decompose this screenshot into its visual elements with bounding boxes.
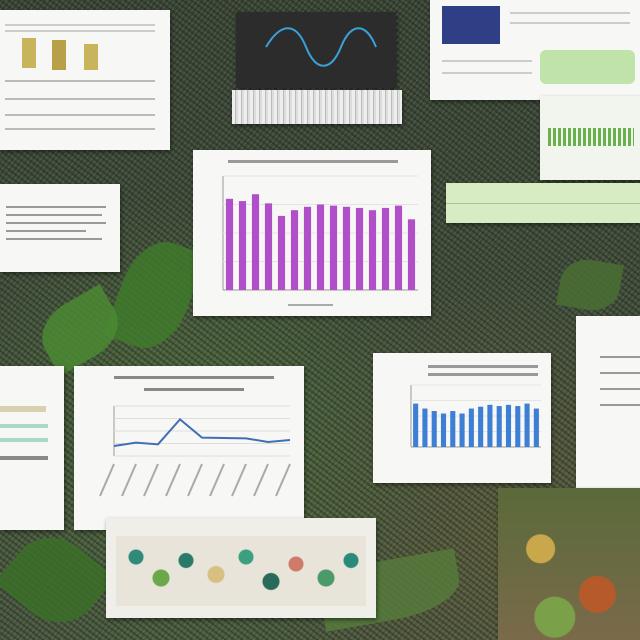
text-document-left [0,184,120,272]
tick-label [231,463,247,497]
tick-label [253,463,269,497]
purple-bar-chart [222,175,418,291]
bar [440,413,447,447]
tick-label [121,463,137,497]
text-line [510,22,630,24]
bar [225,198,234,290]
bar [342,206,351,290]
text-line [6,222,106,224]
bar [394,205,403,290]
text-line [510,12,630,14]
bar [355,207,364,290]
chart-title-scribble [228,160,398,163]
strip-divider [446,203,640,204]
purple-bar-chart-card [193,150,431,316]
figure-block [52,40,66,70]
wave-graphic [265,27,377,67]
document-top-left [0,10,170,150]
text-line [600,404,640,406]
bar [515,406,521,447]
bar [238,201,247,290]
bar [316,204,325,290]
bar [496,406,502,447]
blue-bar-chart-card [373,353,551,483]
text-line [600,356,640,358]
gem-arrangement [116,536,366,606]
text-line [5,30,155,32]
wave-panel [236,12,396,88]
dashboard-top-right [430,0,640,100]
list-row [0,456,48,460]
series-line [113,417,291,447]
bar [251,194,260,290]
bar [303,206,312,290]
chart-title-scribble [428,373,538,376]
tick-label [165,463,181,497]
text-line [5,80,155,82]
text-line [6,230,86,232]
bar [505,404,512,447]
bar [381,207,390,290]
green-bar-panel [540,96,640,180]
text-line [6,206,106,208]
bar [368,210,377,290]
mini-bars [548,128,634,146]
bar [524,403,530,447]
green-strip [446,183,640,223]
blue-bar-chart [410,384,541,448]
text-line [6,238,102,240]
text-line [5,24,155,26]
text-line [600,388,640,390]
bar [413,403,419,447]
text-line [442,72,532,74]
tick-label [99,463,115,497]
text-line [6,214,102,216]
list-row [0,438,48,442]
bar [422,408,428,447]
green-map-area [540,50,635,84]
chart-caption-scribble [288,304,333,306]
bar [329,205,338,290]
line-chart [99,405,291,497]
text-line [5,114,155,116]
tick-label [143,463,159,497]
chart-title-scribble [114,376,274,379]
text-line [5,128,155,130]
bar [487,404,493,447]
text-line [442,60,532,62]
garden-photo [498,488,640,640]
tick-label [187,463,203,497]
small-list-card [0,366,64,530]
text-line [5,98,155,100]
figure-block [22,38,36,68]
tick-label [209,463,225,497]
spectrum-strip [232,90,402,124]
chart-title-scribble [428,365,538,368]
bar [290,210,299,290]
bar [264,203,273,290]
tick-label [275,463,291,497]
bar [277,215,286,290]
bar [533,408,539,447]
bar [478,406,484,447]
bar [468,408,474,447]
bar [459,413,465,447]
list-row [0,406,46,412]
dashboard-thumbnail [442,6,500,44]
text-line [600,372,640,374]
bar [407,219,416,290]
bar [431,411,437,447]
gem-table-photo [106,518,376,618]
chart-title-scribble [144,388,244,391]
figure-block [84,44,98,70]
list-row [0,424,48,428]
bar [450,411,456,447]
line-chart-card [74,366,304,530]
